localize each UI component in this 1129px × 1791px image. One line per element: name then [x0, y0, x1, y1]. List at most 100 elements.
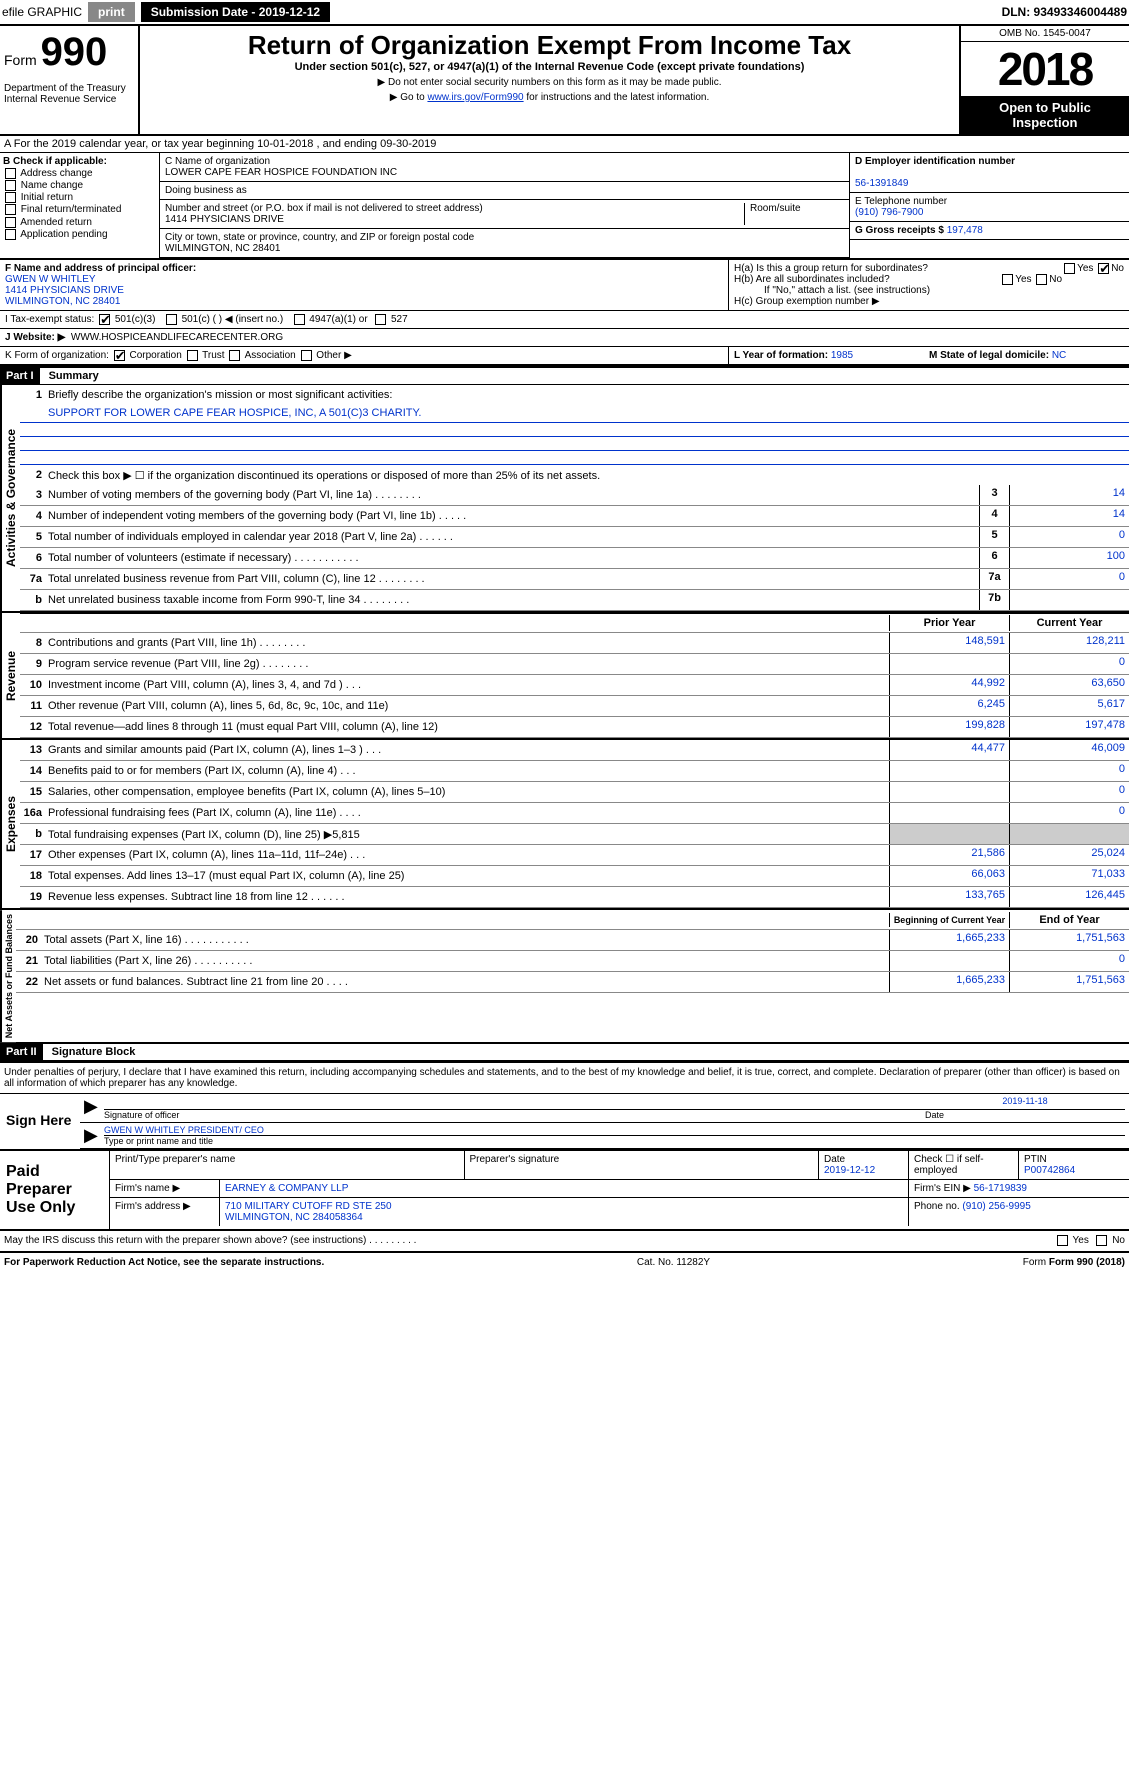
sign-here-label: Sign Here	[0, 1094, 80, 1149]
opt-final-return[interactable]: Final return/terminated	[3, 204, 156, 215]
l1-desc: Briefly describe the organization's miss…	[48, 389, 1129, 401]
website-row: J Website: ▶ WWW.HOSPICEANDLIFECARECENTE…	[0, 329, 1129, 347]
b-title: B Check if applicable:	[3, 156, 107, 167]
tax-exempt-row: I Tax-exempt status: 501(c)(3) 501(c) ( …	[0, 311, 1129, 329]
table-row: 20Total assets (Part X, line 16) . . . .…	[16, 930, 1129, 951]
k-label: K Form of organization:	[5, 350, 109, 361]
table-row: bTotal fundraising expenses (Part IX, co…	[20, 824, 1129, 845]
yes-label: Yes	[1077, 263, 1093, 274]
hc-label: H(c) Group exemption number ▶	[734, 296, 1124, 307]
cat-no: Cat. No. 11282Y	[324, 1257, 1022, 1268]
form-number: 990	[41, 30, 108, 74]
table-row: 3Number of voting members of the governi…	[20, 485, 1129, 506]
officer-addr2: WILMINGTON, NC 28401	[5, 296, 120, 307]
prep-date: 2019-12-12	[824, 1165, 875, 1176]
firm-addr-label: Firm's address ▶	[110, 1198, 220, 1226]
arrow-icon-2: ▶	[84, 1125, 104, 1146]
part2-title: Signature Block	[46, 1046, 136, 1058]
table-row: 14Benefits paid to or for members (Part …	[20, 761, 1129, 782]
prior-year-header: Prior Year	[889, 615, 1009, 631]
form-number-box: Form 990 Department of the Treasury Inte…	[0, 26, 140, 134]
table-row: 21Total liabilities (Part X, line 26) . …	[16, 951, 1129, 972]
department-label: Department of the Treasury Internal Reve…	[4, 83, 134, 105]
addr-label: Number and street (or P.O. box if mail i…	[165, 203, 744, 214]
form-prefix: Form	[4, 52, 37, 68]
mission-blank-2	[20, 437, 1129, 451]
paid-preparer-block: Paid Preparer Use Only Print/Type prepar…	[0, 1151, 1129, 1231]
arrow-icon: ▶	[84, 1096, 104, 1120]
firm-ein-label: Firm's EIN ▶	[914, 1183, 971, 1194]
chk-501c[interactable]	[166, 314, 177, 325]
opt-amended[interactable]: Amended return	[3, 217, 156, 228]
chk-other[interactable]	[301, 350, 312, 361]
irs-link[interactable]: www.irs.gov/Form990	[427, 92, 523, 103]
chk-corp[interactable]	[114, 350, 125, 361]
firm-phone: (910) 256-9995	[962, 1201, 1030, 1212]
city-state-zip: WILMINGTON, NC 28401	[165, 243, 844, 254]
note-1: ▶ Do not enter social security numbers o…	[148, 77, 951, 88]
net-assets-tab: Net Assets or Fund Balances	[0, 910, 16, 1042]
footer-row: For Paperwork Reduction Act Notice, see …	[0, 1253, 1129, 1272]
table-row: 4Number of independent voting members of…	[20, 506, 1129, 527]
omb-number: OMB No. 1545-0047	[961, 26, 1129, 42]
officer-label: F Name and address of principal officer:	[5, 263, 196, 274]
city-label: City or town, state or province, country…	[165, 232, 844, 243]
prep-date-label: Date	[824, 1154, 845, 1165]
ptin-value: P00742864	[1024, 1165, 1075, 1176]
table-row: 22Net assets or fund balances. Subtract …	[16, 972, 1129, 993]
table-row: 10Investment income (Part VIII, column (…	[20, 675, 1129, 696]
end-year-header: End of Year	[1009, 912, 1129, 928]
check-applicable: B Check if applicable: Address change Na…	[0, 153, 160, 258]
ha-label: H(a) Is this a group return for subordin…	[734, 263, 928, 274]
table-row: 19Revenue less expenses. Subtract line 1…	[20, 887, 1129, 908]
table-row: 7aTotal unrelated business revenue from …	[20, 569, 1129, 590]
submission-date: Submission Date - 2019-12-12	[141, 2, 330, 22]
discuss-yes[interactable]	[1057, 1235, 1068, 1246]
officer-addr1: 1414 PHYSICIANS DRIVE	[5, 285, 124, 296]
website-label: J Website: ▶	[5, 332, 65, 343]
period-line: A For the 2019 calendar year, or tax yea…	[0, 136, 1129, 153]
chk-assoc[interactable]	[229, 350, 240, 361]
part2-header: Part II	[0, 1044, 43, 1060]
gross-receipts-value: 197,478	[947, 225, 983, 236]
org-name: LOWER CAPE FEAR HOSPICE FOUNDATION INC	[165, 167, 844, 178]
current-year-header: Current Year	[1009, 615, 1129, 631]
year-box: OMB No. 1545-0047 2018 Open to Public In…	[959, 26, 1129, 134]
chk-trust[interactable]	[187, 350, 198, 361]
note2-pre: ▶ Go to	[390, 92, 428, 103]
table-row: 5Total number of individuals employed in…	[20, 527, 1129, 548]
discuss-row: May the IRS discuss this return with the…	[0, 1231, 1129, 1252]
table-row: 12Total revenue—add lines 8 through 11 (…	[20, 717, 1129, 738]
firm-ein: 56-1719839	[974, 1183, 1027, 1194]
subtitle: Under section 501(c), 527, or 4947(a)(1)…	[148, 61, 951, 73]
expenses-section: Expenses 13Grants and similar amounts pa…	[0, 740, 1129, 910]
part1-title: Summary	[43, 370, 99, 382]
governance-tab: Activities & Governance	[0, 385, 20, 611]
chk-4947[interactable]	[294, 314, 305, 325]
date-label: Date	[925, 1110, 1125, 1120]
opt-address-change[interactable]: Address change	[3, 168, 156, 179]
firm-name: EARNEY & COMPANY LLP	[220, 1180, 909, 1197]
right-column: D Employer identification number 56-1391…	[849, 153, 1129, 258]
ptin-label: PTIN	[1024, 1154, 1047, 1165]
opt-application-pending[interactable]: Application pending	[3, 229, 156, 240]
chk-527[interactable]	[375, 314, 386, 325]
table-row: 11Other revenue (Part VIII, column (A), …	[20, 696, 1129, 717]
discuss-no[interactable]	[1096, 1235, 1107, 1246]
print-button[interactable]: print	[88, 2, 135, 22]
opt-initial-return[interactable]: Initial return	[3, 192, 156, 203]
table-row: 6Total number of volunteers (estimate if…	[20, 548, 1129, 569]
paperwork-notice: For Paperwork Reduction Act Notice, see …	[4, 1257, 324, 1268]
table-row: 13Grants and similar amounts paid (Part …	[20, 740, 1129, 761]
revenue-section: Revenue Prior Year Current Year 8Contrib…	[0, 613, 1129, 740]
beginning-year-header: Beginning of Current Year	[889, 913, 1009, 927]
domicile: NC	[1052, 350, 1066, 361]
chk-501c3[interactable]	[99, 314, 110, 325]
no-label: No	[1111, 263, 1124, 274]
dba-label: Doing business as	[165, 185, 844, 196]
phone-value: (910) 796-7900	[855, 207, 923, 218]
paid-preparer-label: Paid Preparer Use Only	[0, 1151, 110, 1229]
opt-name-change[interactable]: Name change	[3, 180, 156, 191]
table-row: 18Total expenses. Add lines 13–17 (must …	[20, 866, 1129, 887]
table-row: 15Salaries, other compensation, employee…	[20, 782, 1129, 803]
